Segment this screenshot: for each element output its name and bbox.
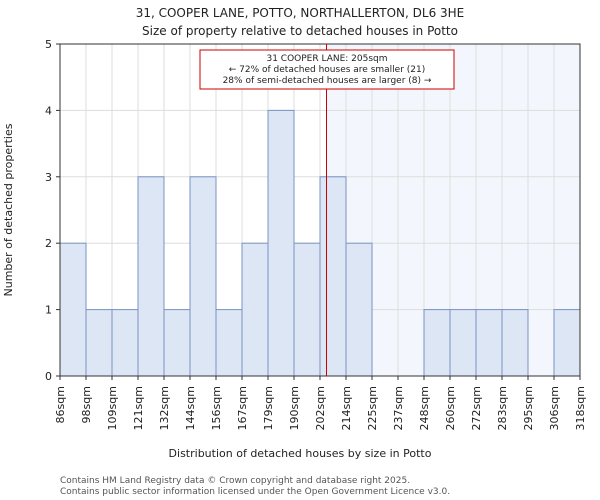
bar-260sqm <box>449 309 477 377</box>
x-tick-label: 98sqm <box>80 386 93 423</box>
y-tick-label: 1 <box>45 304 52 317</box>
annotation-frame <box>199 49 455 90</box>
bar-190sqm <box>293 242 321 377</box>
bar-109sqm <box>111 309 139 377</box>
bar-86sqm <box>59 242 87 377</box>
x-tick-label: 202sqm <box>314 386 327 430</box>
bar-144sqm <box>189 176 217 377</box>
x-tick-label: 260sqm <box>444 386 457 430</box>
bar-248sqm <box>423 309 451 377</box>
annotation-box: 31 COOPER LANE: 205sqm ← 72% of detached… <box>199 49 455 90</box>
bar-272sqm <box>475 309 503 377</box>
x-tick-label: 167sqm <box>236 386 249 430</box>
x-tick-label: 295sqm <box>522 386 535 430</box>
footer-line-2: Contains public sector information licen… <box>60 487 450 497</box>
x-tick-label: 237sqm <box>392 386 405 430</box>
bar-202sqm <box>319 176 347 377</box>
bar-132sqm <box>163 309 191 377</box>
bar-179sqm <box>267 109 295 377</box>
chart-subtitle: Size of property relative to detached ho… <box>142 24 458 38</box>
x-tick-label: 248sqm <box>418 386 431 430</box>
x-tick-label: 144sqm <box>184 386 197 430</box>
x-tick-label: 121sqm <box>132 386 145 430</box>
annotation-line-3: 28% of semi-detached houses are larger (… <box>223 76 432 86</box>
x-tick-label: 179sqm <box>262 386 275 430</box>
bar-306sqm <box>553 309 581 377</box>
x-tick-label: 86sqm <box>54 386 67 423</box>
y-axis-label: Number of detached properties <box>2 123 15 296</box>
bar-167sqm <box>241 242 269 377</box>
y-tick-label: 5 <box>45 38 52 51</box>
x-tick-label: 109sqm <box>106 386 119 430</box>
y-tick-label: 0 <box>45 370 52 383</box>
x-tick-label: 156sqm <box>210 386 223 430</box>
x-tick-label: 283sqm <box>496 386 509 430</box>
x-tick-label: 318sqm <box>574 386 587 430</box>
annotation-line-2: ← 72% of detached houses are smaller (21… <box>229 65 426 75</box>
bar-98sqm <box>85 309 113 377</box>
bar-214sqm <box>345 242 373 377</box>
x-tick-label: 225sqm <box>366 386 379 430</box>
x-tick-label: 306sqm <box>548 386 561 430</box>
y-tick-label: 3 <box>45 171 52 184</box>
annotation-line-1: 31 COOPER LANE: 205sqm <box>266 54 387 64</box>
x-tick-label: 190sqm <box>288 386 301 430</box>
footer-line-1: Contains HM Land Registry data © Crown c… <box>60 476 410 486</box>
x-tick-label: 132sqm <box>158 386 171 430</box>
bar-283sqm <box>501 309 529 377</box>
bar-121sqm <box>137 176 165 377</box>
y-tick-label: 2 <box>45 237 52 250</box>
bar-156sqm <box>215 309 243 377</box>
x-tick-label: 272sqm <box>470 386 483 430</box>
x-axis-label: Distribution of detached houses by size … <box>169 447 432 460</box>
x-tick-label: 214sqm <box>340 386 353 430</box>
chart-title: 31, COOPER LANE, POTTO, NORTHALLERTON, D… <box>136 6 465 20</box>
y-tick-label: 4 <box>45 104 52 117</box>
